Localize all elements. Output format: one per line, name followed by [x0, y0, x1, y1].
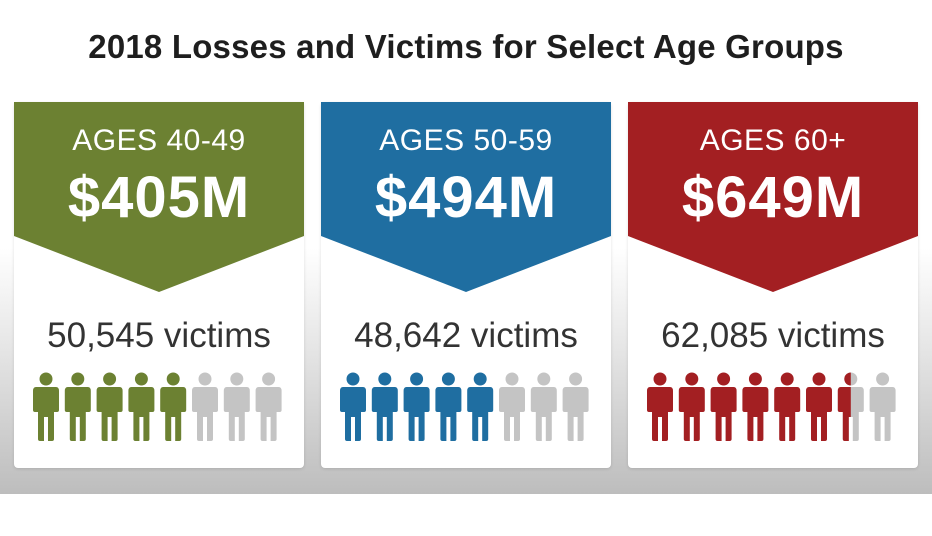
person-icon: [869, 372, 896, 441]
person-icon: [499, 372, 525, 441]
banner-fill: [628, 102, 918, 292]
page-title: 2018 Losses and Victims for Select Age G…: [88, 28, 844, 65]
person-icon: [340, 372, 366, 441]
person-icon: [710, 372, 737, 441]
person-icon: [223, 372, 250, 441]
people-icons: [33, 372, 282, 441]
banner: AGES 50-59 $494M: [321, 102, 611, 292]
card-ages-40-49: AGES 40-49 $405M 50,545 victims: [14, 102, 304, 468]
banner-shape: [14, 102, 304, 292]
people-icons: [340, 372, 589, 441]
loss-amount: $494M: [374, 165, 558, 230]
person-icon: [64, 372, 91, 441]
victim-count: 48,642 victims: [354, 316, 578, 355]
person-icon: [806, 372, 832, 441]
person-icon: [837, 372, 864, 441]
banner-shape: [321, 102, 611, 292]
person-icon: [435, 372, 462, 441]
person-icon: [160, 372, 187, 441]
person-icon-partial-fill: [837, 372, 851, 441]
age-label: AGES 40-49: [72, 124, 246, 157]
person-icon: [192, 372, 218, 441]
banner-shape: [628, 102, 918, 292]
people-icons: [647, 372, 896, 441]
victim-count: 62,085 victims: [661, 316, 885, 355]
card-ages-60-plus: AGES 60+ $649M 62,085 victims: [628, 102, 918, 468]
person-icon: [647, 372, 673, 441]
person-icon: [774, 372, 801, 441]
banner: AGES 60+ $649M: [628, 102, 918, 292]
person-icon: [403, 372, 430, 441]
banner-fill: [14, 102, 304, 292]
banner-fill: [321, 102, 611, 292]
person-icon: [467, 372, 494, 441]
loss-amount: $649M: [681, 165, 865, 230]
person-icon: [255, 372, 282, 441]
person-icon: [678, 372, 705, 441]
banner: AGES 40-49 $405M: [14, 102, 304, 292]
person-icon: [562, 372, 589, 441]
person-icon: [33, 372, 59, 441]
age-label: AGES 50-59: [379, 124, 553, 157]
victim-count: 50,545 victims: [47, 316, 271, 355]
loss-amount: $405M: [67, 165, 251, 230]
age-label: AGES 60+: [699, 124, 847, 157]
person-icon: [742, 372, 769, 441]
person-icon: [128, 372, 155, 441]
card-ages-50-59: AGES 50-59 $494M 48,642 victims: [321, 102, 611, 468]
person-icon: [371, 372, 398, 441]
person-icon: [96, 372, 123, 441]
person-icon: [530, 372, 557, 441]
